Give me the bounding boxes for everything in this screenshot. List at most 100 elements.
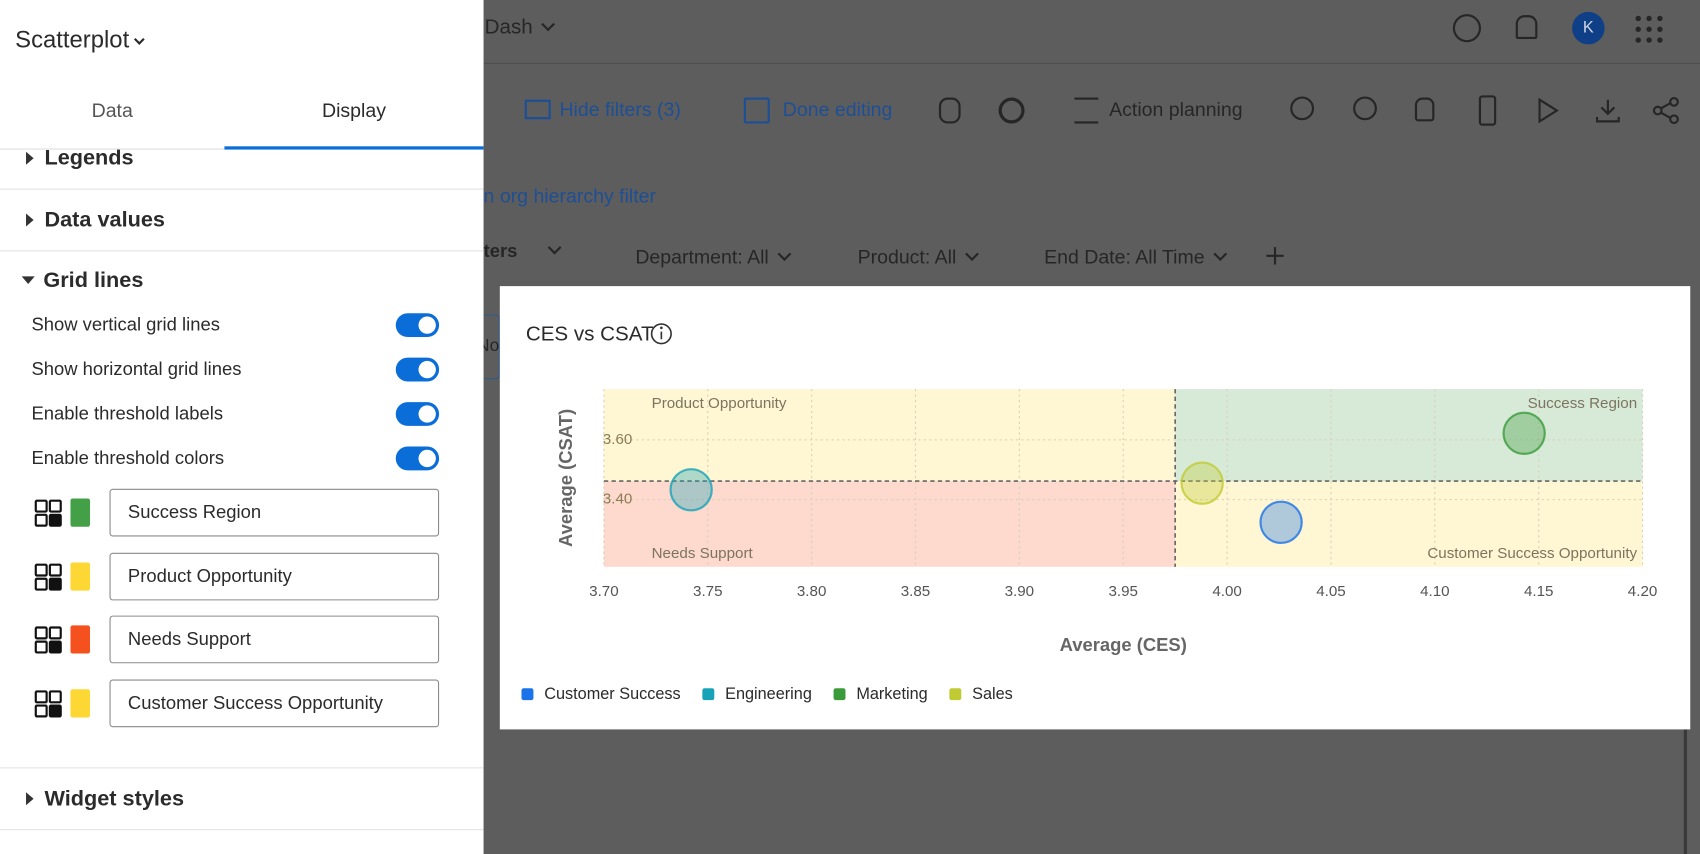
section-legends[interactable]: Legends xyxy=(0,150,484,190)
y-tick-label: 3.40 xyxy=(603,491,633,508)
filter-text: Product: All xyxy=(858,246,957,268)
toggle-label: Enable threshold labels xyxy=(31,403,223,425)
y-tick-label: 3.60 xyxy=(603,431,633,448)
help-icon[interactable] xyxy=(1453,14,1481,42)
analyze-icon[interactable] xyxy=(1353,96,1377,120)
x-tick-label: 4.05 xyxy=(1316,583,1346,600)
download-icon[interactable] xyxy=(1595,98,1621,124)
settings-icon[interactable] xyxy=(999,98,1025,124)
threshold-label: Product Opportunity xyxy=(652,395,787,412)
section-data-values[interactable]: Data values xyxy=(0,190,484,252)
x-tick-label: 4.10 xyxy=(1420,583,1450,600)
apps-icon[interactable] xyxy=(1635,15,1663,43)
x-tick-label: 3.95 xyxy=(1108,583,1138,600)
filter-department[interactable]: Department: All xyxy=(635,246,789,269)
toggle-label: Show vertical grid lines xyxy=(31,314,219,336)
chart: CES vs CSAT Average (CES) Average (CSAT)… xyxy=(500,286,1690,729)
avatar[interactable]: K xyxy=(1572,12,1605,45)
drag-handle[interactable] xyxy=(35,690,61,716)
drag-handle[interactable] xyxy=(35,627,61,653)
x-tick-label: 3.75 xyxy=(693,583,723,600)
drag-handle[interactable] xyxy=(35,500,61,526)
section-widget-styles[interactable]: Widget styles xyxy=(0,768,484,830)
toggle-label: Enable threshold colors xyxy=(31,448,224,470)
legend-label: Sales xyxy=(972,685,1013,703)
hide-filters[interactable]: Hide filters (3) xyxy=(559,99,680,122)
toggle[interactable] xyxy=(396,358,439,382)
toggle[interactable] xyxy=(396,313,439,337)
play-icon[interactable] xyxy=(1536,98,1560,124)
legend-marker xyxy=(522,688,534,700)
filter-product[interactable]: Product: All xyxy=(858,246,977,269)
section-grid-lines[interactable]: Grid lines xyxy=(0,264,143,297)
x-tick-label: 3.85 xyxy=(901,583,931,600)
insight-icon[interactable] xyxy=(939,98,961,124)
drag-handle[interactable] xyxy=(35,563,61,589)
legend-label: Customer Success xyxy=(544,685,680,703)
filters-text: ters xyxy=(484,241,518,262)
threshold-label-input[interactable]: Customer Success Opportunity xyxy=(110,680,440,728)
filter-text: End Date: All Time xyxy=(1044,246,1205,268)
section-title: Legends xyxy=(44,150,133,171)
section-title: Data values xyxy=(44,208,165,232)
widget-type-text: Scatterplot xyxy=(15,26,129,53)
data-point xyxy=(1261,502,1302,543)
edge xyxy=(1684,729,1687,854)
bell-icon[interactable] xyxy=(1516,15,1538,39)
x-tick-label: 3.70 xyxy=(589,583,619,600)
tab-display[interactable]: Display xyxy=(224,100,483,123)
color-swatch[interactable] xyxy=(70,499,90,527)
x-tick-label: 3.80 xyxy=(797,583,827,600)
info-icon[interactable] xyxy=(652,324,672,344)
filters-label[interactable]: ters xyxy=(484,241,560,263)
threshold-label-input[interactable]: Needs Support xyxy=(110,616,440,664)
color-swatch[interactable] xyxy=(70,626,90,654)
threshold-label: Needs Support xyxy=(652,545,754,562)
action-icon xyxy=(1074,98,1098,124)
dashboard-name[interactable]: Dash xyxy=(485,16,554,40)
section-title: Grid lines xyxy=(43,269,143,293)
legend-marker xyxy=(702,688,714,700)
legend-marker xyxy=(834,688,846,700)
filter-end-date[interactable]: End Date: All Time xyxy=(1044,246,1225,269)
x-tick-label: 4.20 xyxy=(1628,583,1658,600)
mobile-icon[interactable] xyxy=(1479,95,1496,125)
done-editing[interactable]: Done editing xyxy=(783,99,893,122)
chart-title: CES vs CSAT xyxy=(526,322,654,345)
color-swatch[interactable] xyxy=(70,689,90,717)
threshold-label-input[interactable]: Product Opportunity xyxy=(110,552,440,600)
legend-label: Engineering xyxy=(725,685,812,703)
edit-icon xyxy=(744,98,770,124)
section-title: Widget styles xyxy=(44,787,184,811)
dashboard-title: Dash xyxy=(485,16,533,39)
divider xyxy=(484,63,1700,64)
filter-icon xyxy=(525,100,551,120)
search-icon[interactable] xyxy=(1290,96,1314,120)
toggle[interactable] xyxy=(396,402,439,426)
color-swatch[interactable] xyxy=(70,562,90,590)
org-hierarchy-link[interactable]: n org hierarchy filter xyxy=(484,185,656,208)
threshold-label: Customer Success Opportunity xyxy=(1427,545,1637,562)
data-point xyxy=(1182,463,1223,504)
add-filter[interactable] xyxy=(1265,246,1285,266)
x-tick-label: 4.15 xyxy=(1524,583,1554,600)
x-axis-label: Average (CES) xyxy=(1060,634,1187,655)
x-tick-label: 3.90 xyxy=(1005,583,1035,600)
action-planning[interactable]: Action planning xyxy=(1109,99,1242,122)
legend-label: Marketing xyxy=(856,685,927,703)
toggle-label: Show horizontal grid lines xyxy=(31,359,241,381)
legend-marker xyxy=(949,688,961,700)
threshold-label-input[interactable]: Success Region xyxy=(110,489,440,537)
data-point xyxy=(671,469,712,510)
sidebar: Scatterplot Data Display Legends Data va… xyxy=(0,0,484,854)
idea-icon[interactable] xyxy=(1415,98,1435,122)
chart-card: CES vs CSAT Average (CES) Average (CSAT)… xyxy=(500,286,1690,729)
share-icon[interactable] xyxy=(1652,96,1680,124)
y-axis-label: Average (CSAT) xyxy=(555,409,576,547)
tab-data[interactable]: Data xyxy=(0,100,224,123)
widget-type[interactable]: Scatterplot xyxy=(15,26,143,54)
toggle[interactable] xyxy=(396,447,439,471)
